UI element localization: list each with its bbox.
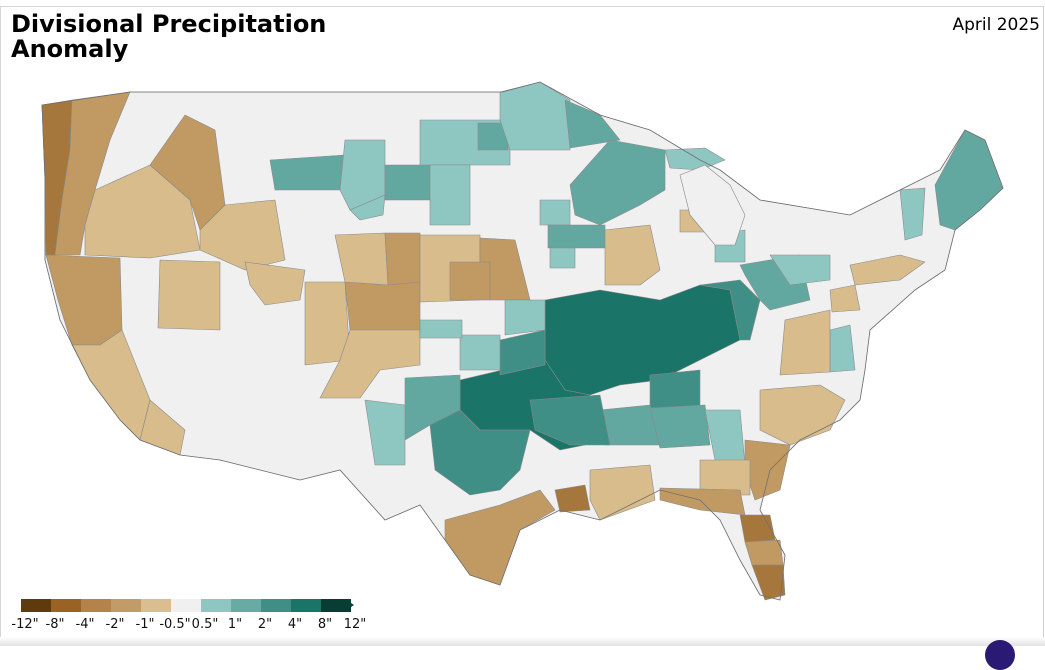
region-florida-panhandle — [659, 487, 746, 516]
precipitation-map — [41, 81, 1004, 601]
region-missouri-west — [504, 299, 546, 336]
period-label: April 2025 — [952, 15, 1040, 35]
region-florida-north — [739, 514, 776, 543]
legend-swatch — [201, 599, 231, 612]
legend-swatch — [291, 599, 321, 612]
legend-tick-label: 0.5" — [191, 617, 219, 632]
legend-tick-label: 4" — [287, 617, 303, 632]
region-northdakota-west — [384, 164, 431, 201]
region-nevada-north — [157, 259, 221, 331]
region-wyoming-north — [349, 194, 386, 221]
legend-tick-label: -2" — [105, 617, 125, 632]
region-nebraska-central — [449, 261, 491, 301]
legend-tick-label: -1" — [135, 617, 155, 632]
region-tennessee — [649, 369, 701, 409]
region-kentucky — [699, 279, 761, 341]
legend-swatch — [141, 599, 171, 612]
region-vermont — [899, 187, 926, 241]
region-pennsylvania-west — [769, 254, 831, 286]
legend-tick-label: -12" — [11, 617, 39, 632]
bottom-fade — [0, 637, 1045, 646]
region-illinois-north — [604, 224, 661, 286]
region-florida-south — [751, 564, 786, 601]
region-new-mexico-east — [364, 399, 406, 466]
region-alabama-north — [649, 404, 711, 449]
legend-tick-label: 8" — [317, 617, 333, 632]
region-wyoming-east — [384, 232, 421, 286]
map-title: Divisional Precipitation Anomaly — [11, 10, 327, 63]
region-montana-central — [269, 154, 346, 191]
legend-tick-label: 1" — [227, 617, 243, 632]
region-maryland — [829, 284, 861, 313]
region-utah-north — [244, 261, 306, 306]
region-southdakota — [429, 164, 471, 226]
region-pnw-cascades — [54, 91, 131, 256]
region-carolinas — [759, 384, 846, 446]
legend-swatch — [51, 599, 81, 612]
legend-swatch — [231, 599, 261, 612]
region-florida-central — [744, 539, 784, 566]
region-nd-red — [477, 122, 509, 151]
region-iowa-north — [539, 199, 571, 226]
legend-tick-label: -8" — [45, 617, 65, 632]
us-outline — [41, 81, 1004, 601]
region-wisconsin — [569, 139, 666, 226]
legend-arrow-icon — [345, 599, 354, 611]
region-virginia-dry — [779, 309, 831, 376]
legend-tick-label: -4" — [75, 617, 95, 632]
region-georgia-central — [699, 459, 751, 496]
legend-swatch — [21, 599, 51, 612]
region-louisiana — [554, 484, 591, 513]
region-kansas-west — [419, 319, 463, 339]
legend-swatch — [261, 599, 291, 612]
region-michigan-lower — [679, 164, 746, 246]
legend-tick-label: -0.5" — [159, 617, 191, 632]
region-georgia-south — [744, 439, 791, 501]
avatar[interactable] — [985, 640, 1015, 670]
legend-swatch — [321, 599, 351, 612]
region-maine — [934, 129, 1004, 231]
region-minnesota-ne — [564, 99, 621, 149]
region-texas-north-central — [429, 409, 531, 496]
region-northeast-coast — [849, 254, 926, 286]
region-nebraska-east — [479, 237, 531, 301]
legend-swatch — [171, 599, 201, 612]
region-minnesota-north — [499, 81, 571, 151]
region-arkansas-south — [529, 394, 611, 446]
region-gulf-coast — [589, 464, 656, 521]
region-iowa — [547, 224, 606, 249]
region-kansas-east — [459, 334, 501, 371]
region-missouri-north — [549, 247, 576, 269]
legend-tick-label: 12" — [343, 617, 367, 632]
legend-swatch — [111, 599, 141, 612]
legend-tick-label: 2" — [257, 617, 273, 632]
legend-swatch — [81, 599, 111, 612]
region-michigan-up — [664, 147, 726, 171]
region-idaho-south — [199, 199, 286, 271]
